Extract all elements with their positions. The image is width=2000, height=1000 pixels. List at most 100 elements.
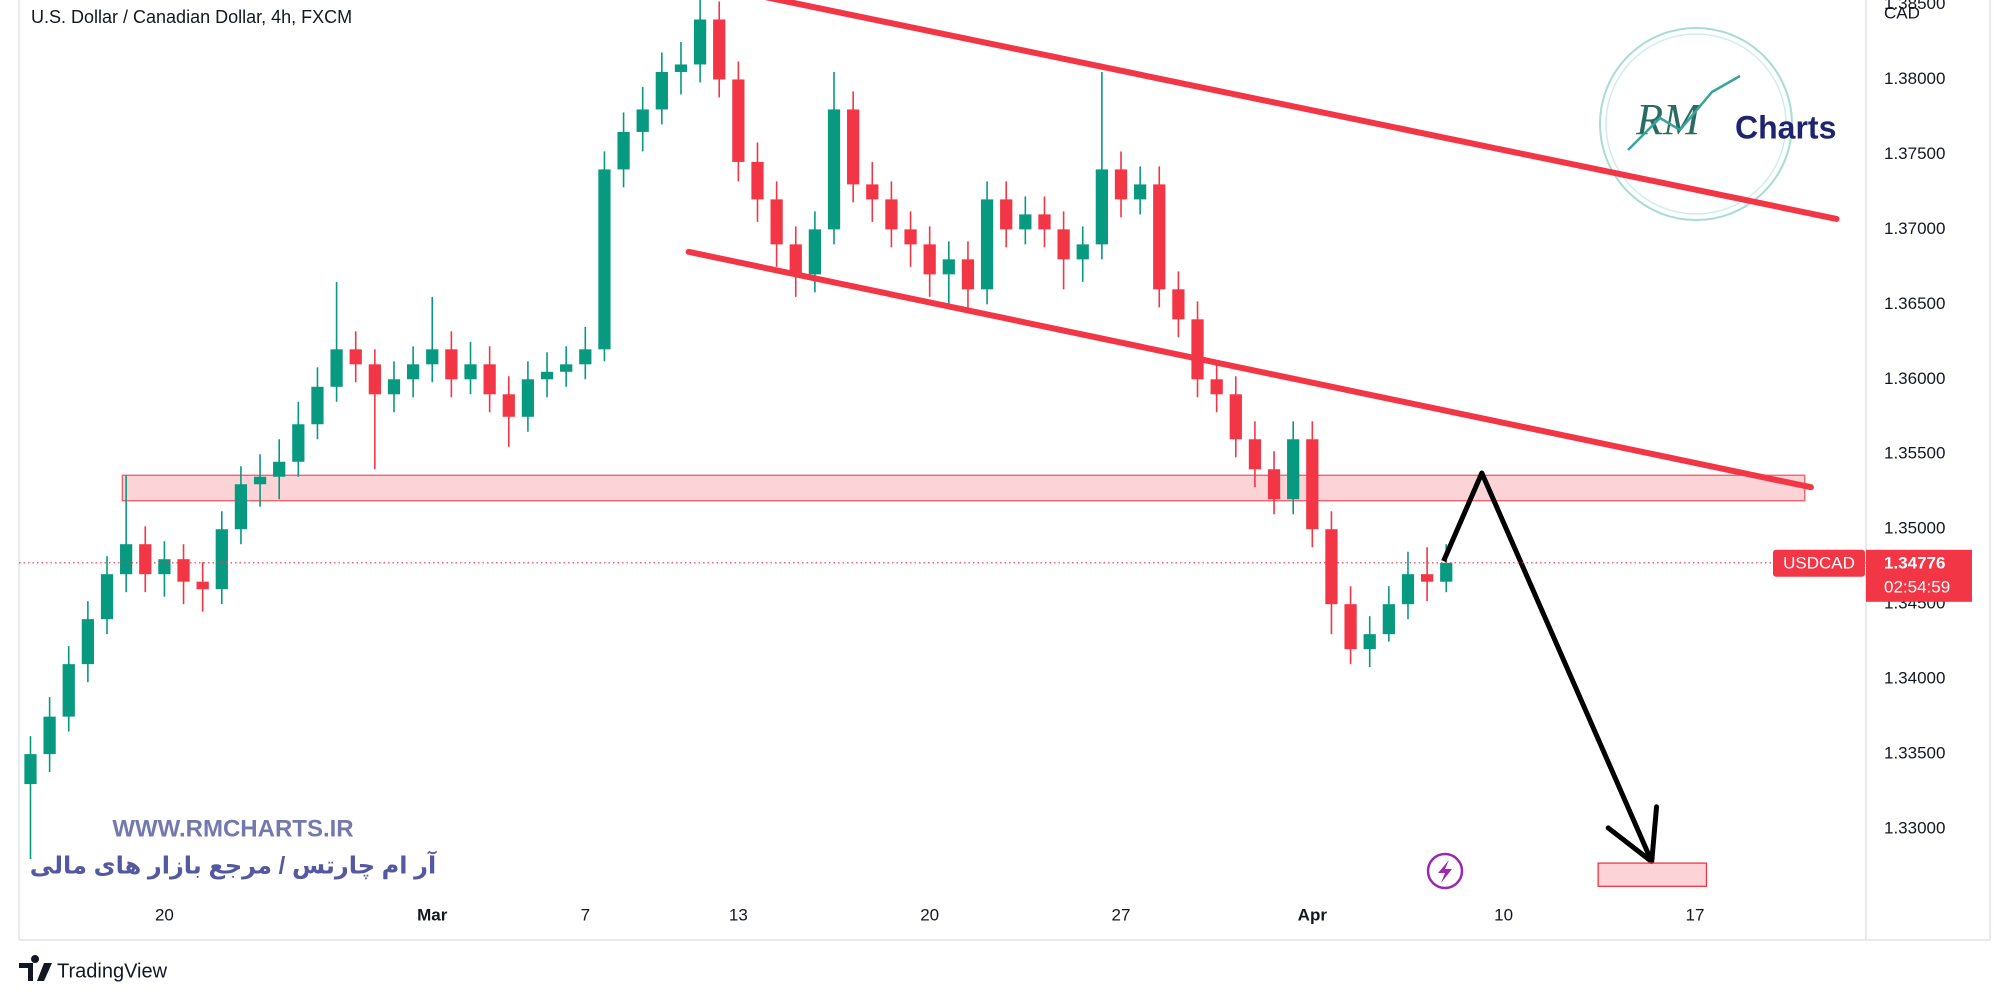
candle-body	[1306, 439, 1319, 530]
symbol-label-box	[1773, 549, 1865, 577]
candle-body	[1038, 214, 1051, 230]
candle-body	[464, 364, 477, 380]
candle-body	[1076, 244, 1089, 260]
candle-body	[1191, 319, 1204, 380]
last-price-box	[1866, 549, 1972, 602]
candle-body	[445, 349, 458, 380]
watermark-tagline: آر ام چارتس / مرجع بازار های مالی	[30, 850, 437, 879]
logo-ring-inner	[1605, 33, 1787, 215]
candle-body	[847, 109, 860, 185]
candle-body	[885, 199, 898, 230]
y-tick-label: 1.34000	[1884, 669, 1945, 688]
channel-line	[764, 0, 1840, 222]
x-tick-label: Apr	[1298, 905, 1328, 924]
footer-brand[interactable]: TradingView	[19, 955, 168, 982]
candle-body	[1248, 439, 1262, 470]
y-tick-label: 1.37000	[1884, 219, 1945, 238]
x-tick-label: 20	[155, 905, 174, 924]
plot	[19, 0, 1866, 887]
candle-body	[732, 79, 745, 162]
candle-body	[139, 544, 152, 575]
currency-label: CAD	[1884, 3, 1920, 22]
candle-body	[368, 364, 381, 395]
candle-body	[215, 529, 228, 590]
candle-body	[808, 229, 822, 275]
logo-ring	[1599, 27, 1793, 221]
x-tick-label: 27	[1112, 905, 1131, 924]
candle-body	[923, 244, 936, 275]
x-tick-label: 7	[581, 905, 590, 924]
candle-body	[521, 379, 535, 417]
candle-body	[1229, 394, 1242, 440]
candle-body	[1153, 184, 1166, 290]
candle-body	[655, 71, 668, 110]
logo-script: RM	[1635, 95, 1702, 144]
x-tick-label: 10	[1494, 905, 1513, 924]
projection-arrow	[1441, 470, 1655, 863]
candle-body	[1095, 169, 1108, 245]
candle-body	[24, 754, 37, 785]
candle-body	[234, 484, 248, 530]
events-icon[interactable]	[1426, 852, 1464, 890]
brand-icon	[19, 955, 52, 981]
arrow-head	[1605, 804, 1660, 865]
y-tick-label: 1.37500	[1884, 144, 1945, 163]
candle-body	[1287, 439, 1300, 500]
candle-body	[1210, 379, 1223, 395]
candle-body	[120, 544, 133, 575]
countdown-label: 02:54:59	[1884, 577, 1950, 596]
y-tick-label: 1.36000	[1884, 369, 1945, 388]
candle-body	[713, 19, 726, 80]
candle-body	[43, 716, 56, 755]
y-tick-label: 1.36500	[1884, 294, 1945, 313]
candle-body	[866, 184, 879, 200]
x-tick-label: 13	[729, 905, 748, 924]
candle-body	[827, 109, 841, 230]
brand-name: TradingView	[57, 960, 168, 982]
candle-body	[1344, 604, 1357, 650]
candle-body	[1000, 199, 1013, 230]
x-tick-label: 20	[920, 905, 939, 924]
candle-body	[62, 664, 75, 717]
candle-body	[1420, 574, 1434, 582]
candle-body	[617, 131, 630, 170]
candle-body	[904, 229, 917, 245]
y-tick-label: 1.35000	[1884, 519, 1945, 538]
candle-body	[100, 574, 114, 620]
candle-body	[426, 349, 439, 365]
y-tick-label: 1.38000	[1884, 69, 1945, 88]
resistance-zone	[121, 474, 1806, 502]
candle-body	[1325, 529, 1338, 605]
frame	[18, 0, 1991, 941]
candle-body	[273, 461, 286, 477]
candle-body	[502, 394, 515, 417]
y-tick-label: 1.33500	[1884, 744, 1945, 763]
candle-body	[1267, 469, 1281, 500]
x-tick-label: Mar	[417, 905, 448, 924]
candle-body	[1440, 562, 1453, 582]
candle-body	[942, 259, 955, 275]
target-zone	[1597, 862, 1708, 887]
candle-body	[349, 349, 362, 365]
logo-trend	[1627, 74, 1741, 151]
candle-body	[196, 581, 209, 590]
y-tick-label: 1.33000	[1884, 819, 1945, 838]
logo-word: Charts	[1735, 109, 1836, 145]
candle-body	[751, 161, 764, 200]
candle-body	[1382, 604, 1395, 635]
candle-body	[636, 109, 649, 132]
candle-body	[540, 371, 554, 380]
candle-body	[387, 379, 401, 395]
candle-body	[81, 619, 94, 665]
candle-body	[961, 259, 975, 290]
candle-body	[1019, 214, 1032, 230]
candle-body	[980, 199, 994, 290]
candle-body	[483, 364, 496, 395]
last-price-label: 1.34776	[1884, 553, 1945, 572]
candle-body	[1363, 634, 1376, 650]
events-icon-bolt	[1438, 860, 1452, 883]
candle-body	[311, 386, 324, 425]
y-tick-label: 1.35500	[1884, 444, 1945, 463]
